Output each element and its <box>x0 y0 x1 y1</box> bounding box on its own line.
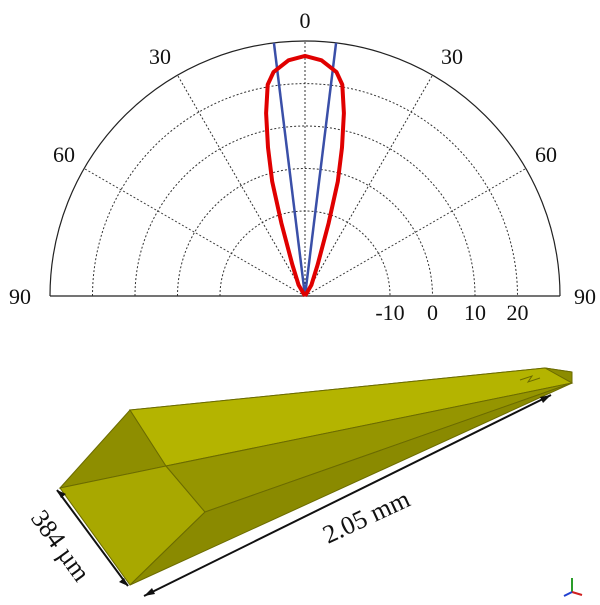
horn-antenna-drawing <box>58 367 574 586</box>
angle-tick-label: 90 <box>574 284 596 309</box>
angle-tick-label: 0 <box>300 8 311 33</box>
polar-grid-spoke <box>304 74 433 297</box>
angle-tick-label: 90 <box>9 284 31 309</box>
radial-tick-label: -10 <box>375 300 404 325</box>
beam-edge-line <box>303 42 338 297</box>
xyz-axis-icon <box>563 578 583 597</box>
horn-bottom-face <box>129 382 573 586</box>
polar-outer-arc <box>49 40 561 297</box>
polar-grid-spoke <box>177 74 306 297</box>
angle-tick-label: 60 <box>53 142 75 167</box>
radiation-pattern-curve <box>264 53 346 298</box>
horn-tip-step <box>519 375 541 383</box>
polar-grid-circle <box>177 168 433 297</box>
beam-edge-line <box>272 42 307 297</box>
polar-plot: 90 60 30 0 30 60 90 -10 0 10 20 <box>9 8 596 325</box>
polar-grid-spoke <box>83 168 306 297</box>
radial-tick-label: 10 <box>464 300 486 325</box>
angle-tick-label: 30 <box>149 44 171 69</box>
angle-tick-label: 60 <box>535 142 557 167</box>
radial-tick-label: 20 <box>507 300 529 325</box>
radial-tick-label: 0 <box>427 300 438 325</box>
angle-tick-label: 30 <box>441 44 463 69</box>
length-label: 2.05 mm <box>318 484 414 549</box>
polar-grid-spoke <box>304 168 527 297</box>
polar-grid-circle <box>134 125 476 297</box>
